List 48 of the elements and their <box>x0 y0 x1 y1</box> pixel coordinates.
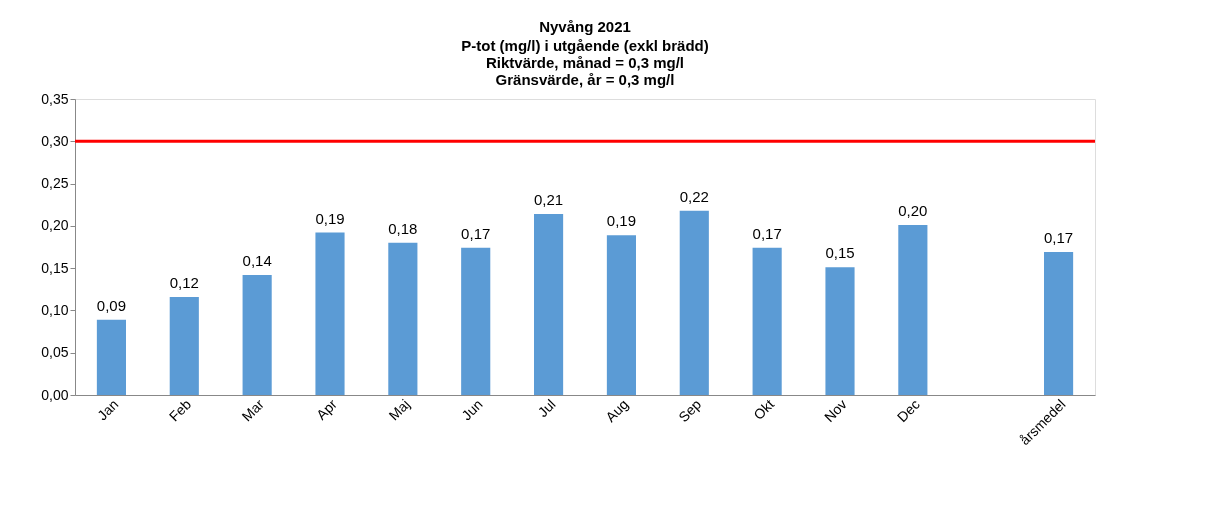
bar <box>752 247 782 395</box>
y-tick-label: 0,10 <box>41 301 69 318</box>
bar <box>169 296 199 395</box>
data-label: 0,17 <box>752 224 782 242</box>
data-label: 0,14 <box>242 251 272 269</box>
data-label: 0,09 <box>96 296 127 314</box>
x-tick-label: Aug <box>602 396 632 426</box>
x-tick-label: Feb <box>165 395 195 425</box>
data-label: 0,20 <box>898 202 928 220</box>
data-label: 0,12 <box>169 273 199 291</box>
bar <box>534 214 564 395</box>
data-label: 0,19 <box>315 209 345 227</box>
x-tick-label: Sep <box>675 395 705 426</box>
x-tick-label: Maj <box>385 396 413 424</box>
x-tick-label: Mar <box>238 395 268 425</box>
chart-title: Nyvång 2021 <box>539 18 631 35</box>
y-tick-label: 0,05 <box>41 344 69 361</box>
x-tick-label: Dec <box>893 396 923 426</box>
data-label: 0,19 <box>606 212 637 230</box>
x-tick-label: Okt <box>750 396 778 423</box>
data-label: 0,15 <box>825 244 855 262</box>
bar <box>461 247 491 395</box>
y-tick-label: 0,35 <box>41 90 69 107</box>
x-tick-label: Jan <box>94 396 122 424</box>
x-tick-label: Nov <box>820 396 850 426</box>
data-label: 0,21 <box>533 191 564 209</box>
data-label: 0,22 <box>679 187 709 205</box>
bar <box>242 274 272 395</box>
y-tick-label: 0,00 <box>41 386 69 403</box>
chart-subtitle: P-tot (mg/l) i utgående (exkl brädd) Riktvärde, månad = 0,3 mg/l Gränsvärde, år = 0,3 mg/l <box>461 37 709 88</box>
bar <box>825 267 855 395</box>
y-tick-label: 0,30 <box>41 132 69 149</box>
x-tick-label: Jun <box>458 396 486 424</box>
y-tick-label: 0,20 <box>41 217 69 234</box>
y-tick-label: 0,25 <box>41 175 69 192</box>
data-label: 0,17 <box>1043 229 1074 247</box>
data-label: 0,18 <box>388 219 418 237</box>
bar <box>1044 252 1074 395</box>
bar <box>606 235 636 395</box>
bar <box>96 319 126 395</box>
data-label: 0,17 <box>461 224 491 242</box>
bar <box>679 210 709 395</box>
bar <box>315 232 345 395</box>
x-tick-label: Apr <box>313 395 341 423</box>
x-tick-label: Jul <box>534 396 559 421</box>
bar <box>388 242 418 395</box>
bar <box>898 225 928 395</box>
y-tick-label: 0,15 <box>41 259 69 276</box>
